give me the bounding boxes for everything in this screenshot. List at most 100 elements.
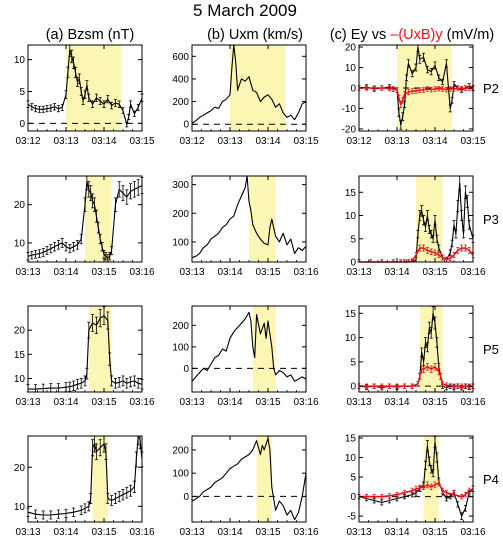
x-tick-label: 03:13: [179, 527, 204, 538]
shaded-interval: [249, 176, 276, 262]
y-tick-label: 5: [350, 234, 356, 245]
column-label-ey-suffix: (mV/m): [443, 27, 495, 43]
series-black-line: [191, 44, 307, 124]
y-tick-label: 200: [172, 321, 189, 332]
y-tick-label: 10: [345, 63, 357, 74]
series-black-line: [191, 311, 307, 382]
shaded-interval: [88, 306, 112, 392]
x-tick-label: 03:13: [346, 267, 371, 278]
x-tick-label: 03:13: [53, 136, 78, 147]
x-tick-label: 03:14: [217, 267, 242, 278]
y-tick-label: 10: [14, 238, 26, 249]
x-tick-label: 03:13: [15, 397, 40, 408]
y-tick-label: 200: [172, 209, 189, 220]
x-tick-label: 03:13: [346, 397, 371, 408]
y-tick-label: 20: [345, 43, 357, 54]
y-tick-label: 100: [172, 237, 189, 248]
x-tick-label: 03:14: [384, 527, 409, 538]
x-tick-label: 03:13: [217, 136, 242, 147]
panel-p4a: 03:13 03:14 03:15 03:16 10 20: [14, 435, 155, 538]
series-black-line: [28, 315, 143, 390]
x-tick-label: 03:16: [293, 267, 318, 278]
x-tick-label: 03:13: [15, 267, 40, 278]
panel-p3a: 03:13 03:14 03:15 03:16 10 20: [14, 175, 155, 278]
panel-p2b: 03:12 03:13 03:14 03:15 0 200 400 600: [172, 44, 319, 147]
x-tick-label: 03:15: [255, 267, 280, 278]
y-tick-label: 5: [350, 473, 356, 484]
y-tick-label: 0: [183, 492, 189, 503]
column-label-ey: (c) Ey vs –(UxB)y (mV/m): [330, 27, 494, 43]
series-black-line: [191, 437, 307, 521]
series-black-line: [191, 175, 307, 259]
x-tick-label: 03:13: [179, 267, 204, 278]
panel-p2c: 03:12 03:13 03:14 03:15 -20 -10 0 10 20 P2: [342, 43, 499, 147]
y-tick-label: -20: [342, 124, 357, 135]
panel-p4c: 03:13 03:14 03:15 03:16 -5 0 5 10 15 P4: [345, 433, 499, 538]
x-tick-label: 03:13: [346, 527, 371, 538]
y-tick-label: 0: [183, 120, 189, 131]
x-tick-label: 03:12: [346, 136, 371, 147]
x-tick-label: 03:16: [460, 527, 485, 538]
y-tick-label: 20: [14, 326, 26, 337]
panel-p2a: 03:12 03:13 03:14 03:15 0 5 10: [14, 44, 155, 147]
x-tick-label: 03:12: [179, 136, 204, 147]
x-tick-label: 03:15: [422, 397, 447, 408]
y-tick-label: 600: [172, 52, 189, 63]
series-black-line: [27, 435, 143, 516]
x-tick-label: 03:16: [460, 267, 485, 278]
x-tick-label: 03:14: [53, 527, 78, 538]
shaded-interval: [230, 45, 286, 131]
column-label-ey-red: –(UxB)y: [390, 27, 443, 43]
x-tick-label: 03:15: [255, 397, 280, 408]
y-tick-label: 10: [14, 374, 26, 385]
x-tick-label: 03:16: [293, 527, 318, 538]
y-tick-label: 10: [345, 333, 357, 344]
x-tick-label: 03:14: [53, 397, 78, 408]
x-tick-label: 03:14: [384, 397, 409, 408]
shaded-interval: [423, 436, 439, 522]
x-tick-label: 03:15: [293, 136, 318, 147]
x-tick-label: 03:15: [460, 136, 485, 147]
y-tick-label: 15: [345, 433, 357, 444]
panel-p4b: 03:13 03:14 03:15 03:16 0 100 200: [172, 435, 319, 538]
row-label-p2: P2: [483, 81, 499, 96]
y-tick-label: 0: [350, 492, 356, 503]
panel-p5b: 03:13 03:14 03:15 03:16 0 100 200: [172, 305, 319, 408]
y-tick-label: 0: [350, 84, 356, 95]
y-tick-label: -10: [342, 104, 357, 115]
figure-title: 5 March 2009: [193, 1, 297, 20]
x-tick-label: 03:13: [15, 527, 40, 538]
y-tick-label: 0: [350, 258, 356, 269]
y-tick-label: 100: [172, 469, 189, 480]
y-tick-label: 400: [172, 74, 189, 85]
x-tick-label: 03:16: [293, 397, 318, 408]
column-label-ey-prefix: (c) Ey vs: [330, 27, 390, 43]
y-tick-label: 5: [19, 87, 25, 98]
series-black-line: [27, 49, 143, 126]
x-tick-label: 03:13: [384, 136, 409, 147]
y-tick-label: 15: [14, 350, 26, 361]
column-label-bzsm: (a) Bzsm (nT): [46, 27, 135, 43]
shaded-interval: [256, 436, 272, 522]
x-tick-label: 03:16: [129, 267, 154, 278]
y-tick-label: 5: [350, 357, 356, 368]
y-tick-label: 200: [172, 97, 189, 108]
y-tick-label: 200: [172, 445, 189, 456]
x-tick-label: 03:14: [53, 267, 78, 278]
series-black-line: [27, 181, 143, 259]
y-tick-label: 20: [14, 463, 26, 474]
x-tick-label: 03:14: [255, 136, 280, 147]
y-tick-label: 10: [14, 502, 26, 513]
column-label-uxm: (b) Uxm (km/s): [207, 27, 303, 43]
x-tick-label: 03:14: [217, 527, 242, 538]
series-red-line: [359, 482, 474, 498]
x-tick-label: 03:15: [91, 397, 116, 408]
x-tick-label: 03:14: [384, 267, 409, 278]
x-tick-label: 03:15: [422, 527, 447, 538]
x-tick-label: 03:14: [217, 397, 242, 408]
y-tick-label: 10: [14, 55, 26, 66]
row-label-p4: P4: [483, 472, 499, 487]
y-tick-label: -5: [347, 512, 356, 523]
